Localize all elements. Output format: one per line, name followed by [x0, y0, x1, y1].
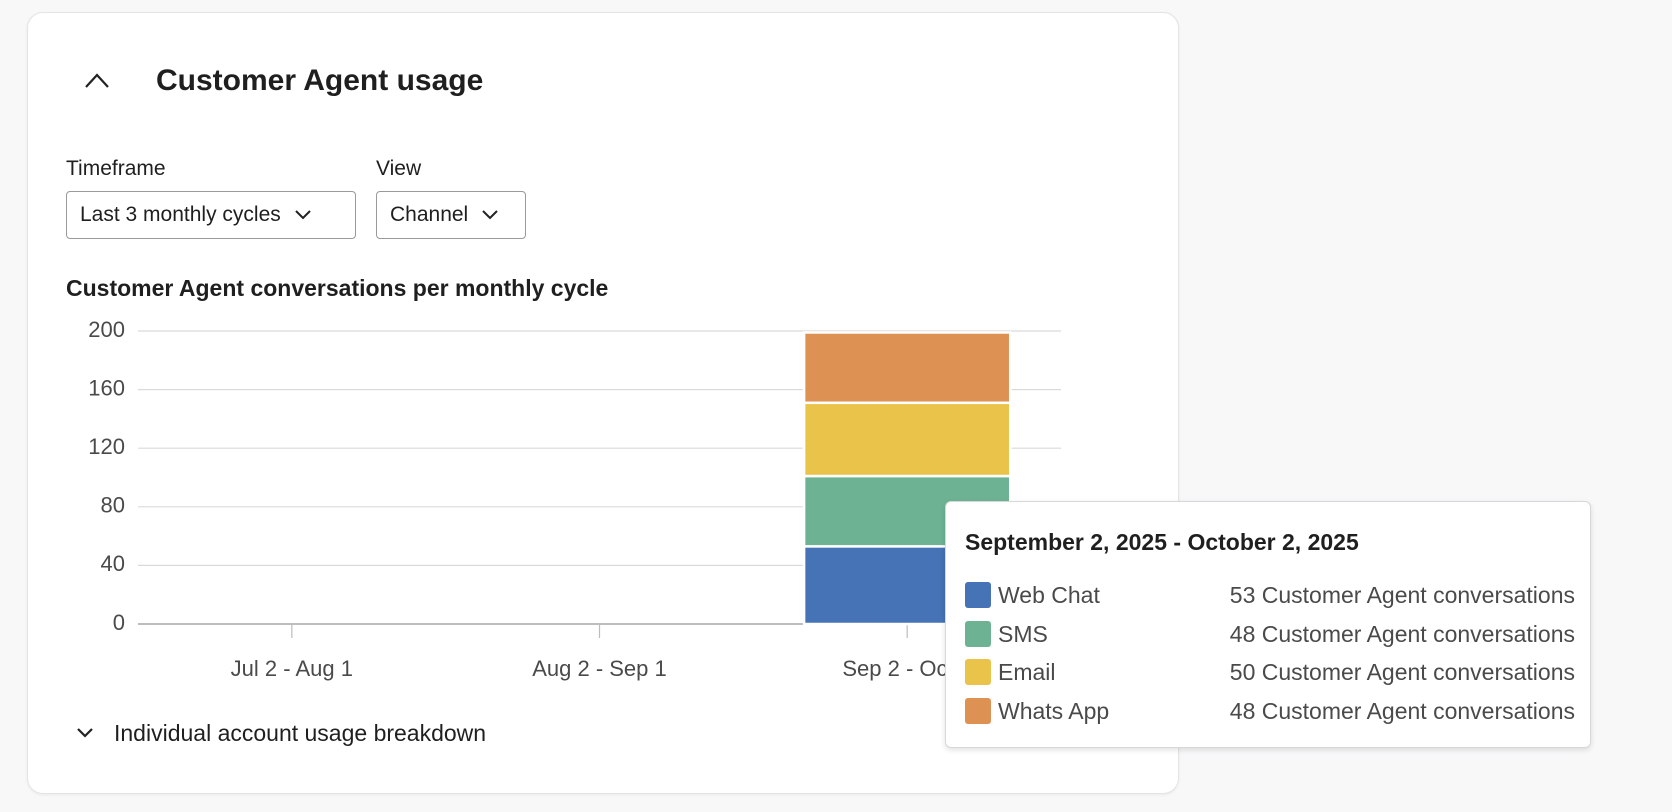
- series-name: Web Chat: [998, 582, 1100, 608]
- x-tick-label: Aug 2 - Sep 1: [532, 656, 667, 681]
- legend-swatch: [965, 582, 991, 608]
- collapse-icon[interactable]: [84, 70, 110, 90]
- tooltip-row: SMS 48 Customer Agent conversations: [965, 619, 1575, 647]
- y-tick-label: 0: [113, 610, 125, 635]
- card-title: Customer Agent usage: [156, 64, 484, 97]
- x-tick-label: Jul 2 - Aug 1: [231, 656, 353, 681]
- tooltip: September 2, 2025 - October 2, 2025 Web …: [945, 501, 1591, 748]
- filter-label: View: [376, 157, 422, 180]
- chevron: [295, 210, 311, 220]
- tooltip-row: Web Chat 53 Customer Agent conversations: [965, 580, 1575, 608]
- y-tick-label: 40: [101, 551, 125, 576]
- legend-swatch: [965, 620, 991, 647]
- timeframe-dropdown[interactable]: Last 3 monthly cycles: [66, 191, 356, 239]
- bar-segment: [802, 331, 1012, 405]
- tooltip-row: Whats App 48 Customer Agent conversations: [965, 696, 1575, 724]
- series-value: 50 Customer Agent conversations: [1229, 659, 1575, 685]
- dropdown-value: Channel: [390, 203, 469, 226]
- chevron: [482, 210, 498, 220]
- y-tick-label: 80: [101, 493, 125, 518]
- y-tick-label: 120: [88, 434, 125, 459]
- y-tick-label: 200: [88, 317, 125, 342]
- view-dropdown[interactable]: Channel: [376, 191, 526, 239]
- legend-swatch: [965, 697, 991, 724]
- legend-swatch: [965, 659, 991, 685]
- series-name: Whats App: [998, 697, 1110, 724]
- expand-icon[interactable]: [76, 727, 94, 739]
- series-name: Email: [998, 659, 1056, 685]
- series-value: 53 Customer Agent conversations: [1229, 582, 1575, 608]
- chart-title: Customer Agent conversations per monthly…: [66, 275, 609, 301]
- dropdown-value: Last 3 monthly cycles: [80, 203, 281, 226]
- series-name: SMS: [998, 620, 1048, 647]
- filter-label: Timeframe: [66, 157, 166, 180]
- series-value: 48 Customer Agent conversations: [1229, 620, 1575, 647]
- tooltip-title: September 2, 2025 - October 2, 2025: [965, 529, 1359, 555]
- series-value: 48 Customer Agent conversations: [1229, 697, 1575, 724]
- y-tick-label: 160: [88, 375, 125, 400]
- tooltip-row: Email 50 Customer Agent conversations: [965, 657, 1575, 685]
- breakdown-toggle[interactable]: Individual account usage breakdown: [114, 720, 487, 746]
- bar-segment: [802, 401, 1012, 478]
